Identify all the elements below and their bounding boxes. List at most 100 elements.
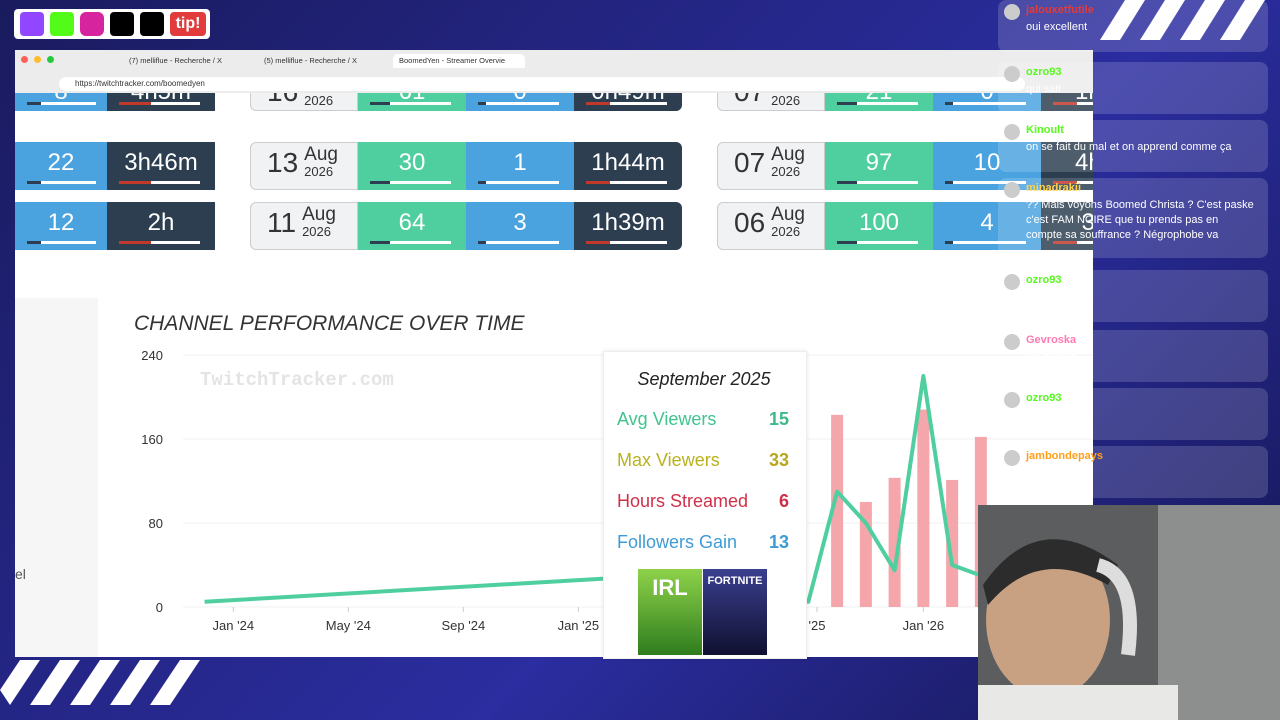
date-cell-text: 13 (267, 147, 299, 178)
duration: 1h44m (574, 142, 682, 190)
year: 2026 (302, 224, 331, 239)
stat-value: 22 (15, 142, 107, 190)
progress (586, 241, 611, 244)
avatar (1004, 450, 1020, 466)
progress (119, 241, 152, 244)
progress-bar (945, 181, 1026, 184)
x-tick-label: Jan '26 (903, 618, 945, 633)
followers-text: 0 (980, 93, 993, 106)
chat-text: ?? Mais voyons Boomed Christa ? C'est pa… (1026, 199, 1254, 241)
avatar (1004, 4, 1020, 20)
followers: 0 (466, 93, 574, 111)
chat-message: Gevroska les arabes... (998, 330, 1268, 382)
duration-text: 4h2 (1074, 149, 1093, 176)
tooltip-label: Avg Viewers (617, 409, 717, 429)
progress (478, 102, 487, 105)
stat-duration: 3h46m (107, 142, 215, 190)
chat-message: minadrakii ?? Mais voyons Boomed Christa … (998, 178, 1268, 258)
tooltip-value: 33 (768, 450, 789, 470)
url-bar[interactable]: https://twitchtracker.com/boomedyen (59, 77, 1025, 91)
progress-bar (1053, 102, 1093, 105)
browser-tab[interactable]: (7) melliflue - Recherche / X (129, 56, 222, 65)
year: 2026 (304, 93, 334, 108)
progress (945, 241, 954, 244)
chart-title: CHANNEL PERFORMANCE OVER TIME (134, 312, 525, 335)
progress-bar (586, 102, 667, 105)
stat-duration-text: 2h (147, 209, 175, 236)
duration: 4h2 (1041, 142, 1093, 190)
month: Aug (302, 204, 336, 225)
chat-name: minadrakii (1026, 182, 1082, 194)
chat-text: qui sait (1026, 83, 1061, 95)
stat-value-text: 8 (54, 93, 67, 106)
tooltip: September 2025 Avg Viewers 15 Max Viewers 33… (603, 351, 807, 659)
followers-text: 3 (513, 209, 527, 236)
date-cell: 13 Aug 2026 (250, 142, 358, 190)
browser-tab[interactable]: (5) melliflue - Recherche / X (264, 56, 357, 65)
social-bar: tip! (14, 9, 210, 39)
watermark: TwitchTracker.com (200, 369, 394, 391)
chat-text: on se fait du mal et on apprend comme ça (1026, 141, 1232, 153)
progress-bar (119, 241, 200, 244)
chat-text: oui excellent (1026, 21, 1088, 33)
followers: 0 (933, 93, 1041, 111)
game-thumb: IRL (638, 569, 702, 655)
chat-text: les arabes... (1026, 351, 1086, 363)
progress-bar (370, 181, 451, 184)
followers: 10 (933, 142, 1041, 190)
progress-bar (478, 241, 559, 244)
progress (370, 181, 391, 184)
date-cell-text: 11 (267, 207, 297, 238)
progress (586, 102, 611, 105)
y-tick-label: 80 (149, 516, 163, 531)
y-tick-label: 160 (141, 432, 163, 447)
stat-duration: 2h (107, 202, 215, 250)
chat-name: jalouxetfutile (1026, 4, 1094, 16)
bar (888, 477, 901, 607)
progress-bar (478, 181, 559, 184)
tip-button[interactable]: tip! (170, 12, 206, 36)
duration-text: 1h44m (591, 149, 665, 176)
side-panel: el (15, 298, 98, 657)
duration: 3h (1041, 202, 1093, 250)
avg-viewers-text: 100 (858, 209, 900, 236)
progress (370, 102, 391, 105)
stat-duration-text: 4h5m (131, 93, 191, 106)
stat-value-text: 12 (47, 209, 75, 236)
duration-text: 1h5 (1075, 93, 1093, 106)
date-cell-text: 16 (267, 93, 298, 108)
avg-viewers: 97 (825, 142, 933, 190)
avg-viewers-text: 97 (865, 149, 893, 176)
progress (370, 241, 391, 244)
avg-viewers-text: 21 (866, 93, 893, 106)
chat-message: Kinoult on se fait du mal et on apprend c… (998, 120, 1268, 172)
chat-message: jalouxetfutile oui excellent (998, 0, 1268, 52)
side-label: el (15, 566, 26, 582)
browser-tab[interactable]: BoomedYen - Streamer Overvie (393, 54, 525, 68)
progress-bar (370, 241, 451, 244)
chat-message: ozro93 qui sait (998, 62, 1268, 114)
chat-text: ... (1026, 409, 1036, 421)
avg-viewers-text: 64 (398, 209, 426, 236)
tooltip-value: 15 (768, 409, 789, 429)
progress-bar (837, 241, 918, 244)
progress (27, 181, 41, 184)
progress (27, 102, 41, 105)
bar (946, 479, 959, 607)
tooltip-value: 13 (768, 532, 789, 552)
progress (1053, 241, 1078, 244)
bar (831, 414, 844, 607)
followers: 1 (466, 142, 574, 190)
progress (1053, 102, 1078, 105)
followers-text: 1 (513, 149, 527, 176)
progress-bar (370, 102, 451, 105)
tooltip-title: September 2025 (637, 369, 771, 389)
stat-duration: 4h5m (107, 93, 215, 111)
avatar (1004, 334, 1020, 350)
date-cell-text: 07 (734, 93, 765, 108)
